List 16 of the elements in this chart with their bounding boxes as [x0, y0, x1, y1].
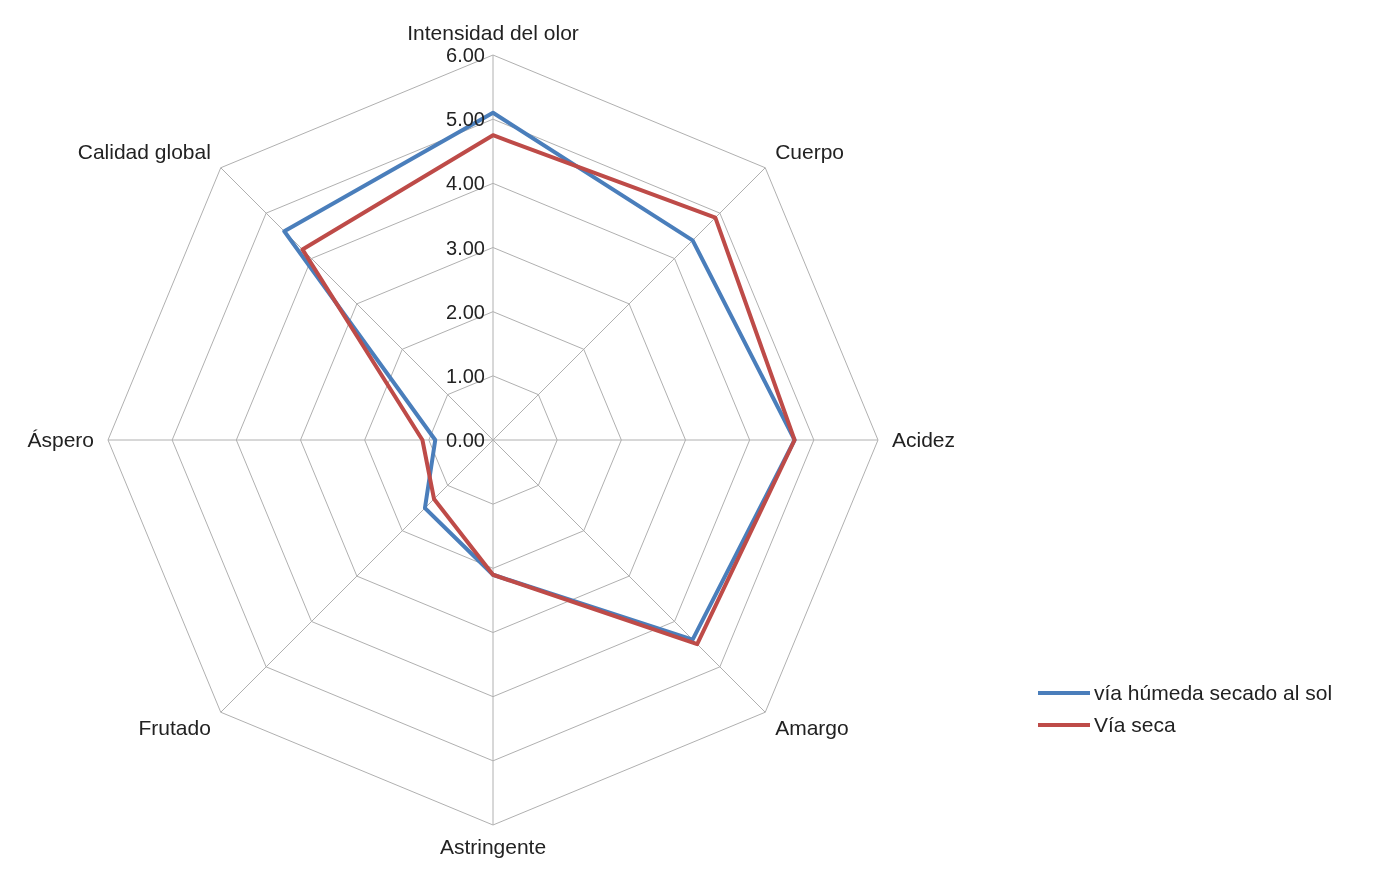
y-tick-label: 4.00	[446, 172, 485, 195]
spoke-label: Intensidad del olor	[407, 21, 579, 44]
spoke-label: Frutado	[138, 715, 211, 739]
spoke-label: Cuerpo	[775, 140, 845, 164]
y-tick-label: 6.00	[446, 44, 485, 66]
spoke-label: Calidad global	[77, 140, 211, 164]
spoke-label: Acidez	[892, 428, 956, 451]
y-tick-label: 3.00	[446, 236, 485, 259]
y-tick-label: 2.00	[446, 300, 485, 323]
spoke-label: Amargo	[775, 715, 849, 739]
spoke-label: Astringente	[439, 835, 547, 858]
y-tick-label: 1.00	[446, 364, 485, 387]
spoke-label: Áspero	[27, 428, 94, 451]
y-tick-label: 0.00	[446, 429, 485, 451]
legend-label: Vía seca	[1094, 713, 1177, 736]
legend-label: vía húmeda secado al sol	[1094, 681, 1333, 704]
